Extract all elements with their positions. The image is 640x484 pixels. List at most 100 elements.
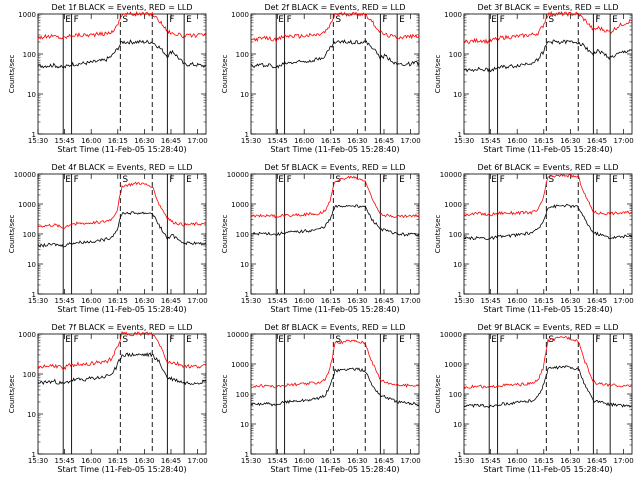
- x-tick-label: 16:30: [347, 457, 367, 465]
- event-marker-label: F: [382, 15, 387, 25]
- y-tick-label: 1000: [444, 201, 462, 209]
- event-marker-label: E: [186, 15, 192, 25]
- event-marker-label: F: [169, 15, 174, 25]
- detector-panel: Det 8f BLACK = Events, RED = LLD 1 10 100 10…: [221, 323, 421, 474]
- x-tick-label: 15:45: [268, 137, 288, 145]
- y-tick-label: 10: [453, 261, 462, 269]
- y-tick-label: 10000: [227, 331, 249, 339]
- y-tick-label: 10: [453, 421, 462, 429]
- x-tick-label: 15:30: [454, 137, 474, 145]
- x-tick-label: 15:30: [454, 457, 474, 465]
- y-tick-label: 100: [236, 51, 249, 59]
- event-marker-label: F: [169, 175, 174, 185]
- x-tick-label: 16:45: [587, 137, 607, 145]
- event-marker-label: F: [287, 15, 292, 25]
- y-tick-label: 10: [27, 411, 36, 419]
- event-marker-label: F: [595, 335, 600, 345]
- panel-title: Det 5f BLACK = Events, RED = LLD: [264, 163, 405, 172]
- event-marker-label: E: [65, 175, 71, 185]
- x-tick-label: 16:15: [108, 297, 128, 305]
- y-axis-label: Counts/sec: [434, 375, 442, 414]
- y-tick-label: 100: [449, 51, 462, 59]
- events-series-line: [37, 211, 207, 248]
- event-marker-label: F: [169, 335, 174, 345]
- x-tick-label: 16:45: [161, 297, 181, 305]
- x-tick-label: 16:00: [81, 137, 101, 145]
- event-marker-label: F: [382, 335, 387, 345]
- panel-title: Det 6f BLACK = Events, RED = LLD: [477, 163, 618, 172]
- x-tick-label: 16:30: [347, 297, 367, 305]
- lld-series-line: [37, 181, 207, 229]
- event-marker-label: F: [287, 335, 292, 345]
- y-tick-label: 10: [453, 91, 462, 99]
- x-tick-label: 16:30: [134, 457, 154, 465]
- x-axis-label: Start Time (11-Feb-05 15:28:40): [270, 465, 399, 474]
- y-axis-label: Counts/sec: [221, 215, 229, 254]
- x-tick-label: 16:45: [374, 137, 394, 145]
- y-tick-label: 1000: [18, 331, 36, 339]
- y-tick-label: 1000: [444, 11, 462, 19]
- x-tick-label: 15:30: [28, 297, 48, 305]
- y-axis-label: Counts/sec: [434, 215, 442, 254]
- x-axis-label: Start Time (11-Feb-05 15:28:40): [57, 465, 186, 474]
- lld-series-line: [37, 331, 207, 371]
- x-tick-label: 17:00: [614, 137, 634, 145]
- x-axis-label: Start Time (11-Feb-05 15:28:40): [57, 145, 186, 154]
- x-axis-label: Start Time (11-Feb-05 15:28:40): [483, 305, 612, 314]
- y-tick-label: 1000: [18, 11, 36, 19]
- y-axis-label: Counts/sec: [8, 55, 16, 94]
- y-tick-label: 1: [458, 451, 462, 459]
- plot-frame: [37, 333, 207, 455]
- event-marker-label: E: [399, 15, 405, 25]
- x-tick-label: 15:30: [454, 297, 474, 305]
- detector-panel: Det 2f BLACK = Events, RED = LLD 1 10 100 10…: [221, 3, 421, 154]
- lld-series-line: [463, 11, 633, 45]
- event-marker-label: E: [278, 175, 284, 185]
- detector-panel: Det 4f BLACK = Events, RED = LLD 1 10 100 10…: [8, 163, 208, 314]
- detector-panel: Det 6f BLACK = Events, RED = LLD 1 10 100 10…: [434, 163, 634, 314]
- events-series-line: [37, 39, 207, 69]
- event-marker-label: F: [382, 175, 387, 185]
- x-tick-label: 17:00: [614, 297, 634, 305]
- event-marker-label: S: [335, 175, 341, 185]
- detector-panel: Det 5f BLACK = Events, RED = LLD 1 10 100 10…: [221, 163, 421, 314]
- event-marker-label: E: [186, 175, 192, 185]
- events-series-line: [37, 352, 207, 386]
- y-axis-label: Counts/sec: [8, 375, 16, 414]
- lld-series-line: [250, 175, 420, 219]
- events-series-line: [463, 39, 633, 73]
- plot-frame: [463, 13, 633, 135]
- y-axis-label: Counts/sec: [434, 55, 442, 94]
- y-tick-label: 10: [27, 261, 36, 269]
- y-tick-label: 1000: [444, 361, 462, 369]
- lld-series-line: [37, 10, 207, 40]
- panel-title: Det 2f BLACK = Events, RED = LLD: [264, 3, 405, 12]
- lld-series-line: [250, 339, 420, 389]
- panel-title: Det 7f BLACK = Events, RED = LLD: [51, 323, 192, 332]
- panel-title: Det 9f BLACK = Events, RED = LLD: [477, 323, 618, 332]
- y-tick-label: 10: [27, 91, 36, 99]
- x-tick-label: 16:30: [560, 297, 580, 305]
- event-marker-label: F: [74, 175, 79, 185]
- event-marker-label: E: [65, 335, 71, 345]
- detector-panel: Det 9f BLACK = Events, RED = LLD 1 10 100 10…: [434, 323, 634, 474]
- x-tick-label: 16:30: [560, 457, 580, 465]
- x-tick-label: 15:45: [55, 457, 75, 465]
- x-tick-label: 15:45: [55, 297, 75, 305]
- lld-series-line: [250, 11, 420, 44]
- panel-title: Det 1f BLACK = Events, RED = LLD: [51, 3, 192, 12]
- event-marker-label: E: [612, 15, 618, 25]
- event-marker-label: F: [74, 335, 79, 345]
- x-axis-label: Start Time (11-Feb-05 15:28:40): [483, 145, 612, 154]
- y-tick-label: 1: [245, 291, 249, 299]
- y-tick-label: 100: [23, 231, 36, 239]
- x-tick-label: 16:15: [321, 137, 341, 145]
- event-marker-label: S: [548, 335, 554, 345]
- x-tick-label: 16:15: [534, 137, 554, 145]
- event-marker-label: S: [122, 175, 128, 185]
- lld-series-line: [463, 335, 633, 390]
- events-series-line: [463, 365, 633, 409]
- x-axis-label: Start Time (11-Feb-05 15:28:40): [57, 305, 186, 314]
